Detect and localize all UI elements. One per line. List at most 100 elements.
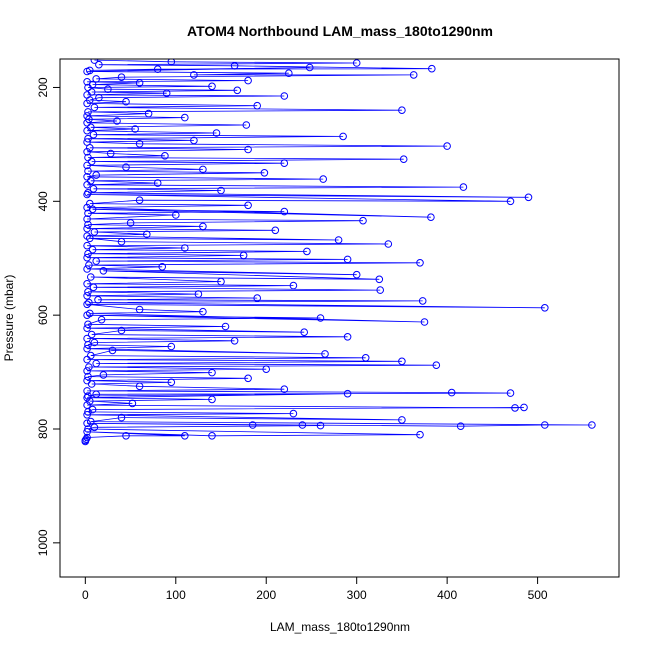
data-point — [126, 219, 135, 227]
data-point — [289, 281, 298, 290]
data-point — [153, 179, 162, 187]
data-point — [260, 169, 269, 177]
data-point — [83, 355, 91, 364]
data-point — [303, 247, 311, 256]
data-point — [84, 83, 92, 92]
data-point — [108, 346, 117, 355]
data-point — [298, 421, 307, 429]
data-point — [94, 296, 102, 304]
data-point — [181, 432, 189, 440]
data-point — [398, 106, 406, 114]
data-point — [447, 388, 456, 397]
data-point — [104, 85, 112, 93]
data-point — [83, 280, 91, 288]
data-point — [117, 413, 126, 422]
y-tick-label: 800 — [36, 419, 50, 439]
data-point — [128, 399, 137, 408]
data-point — [84, 341, 92, 349]
data-point — [162, 89, 171, 97]
data-point — [92, 257, 100, 265]
data-point — [87, 417, 95, 426]
data-point — [85, 115, 93, 124]
data-point — [92, 359, 100, 368]
data-point — [361, 354, 370, 362]
data-point — [399, 155, 408, 163]
data-point — [83, 224, 91, 233]
data-point — [135, 382, 144, 391]
data-point — [89, 185, 98, 193]
data-point — [83, 99, 91, 108]
data-point — [244, 145, 252, 154]
data-point — [88, 245, 97, 254]
data-point — [83, 324, 91, 333]
data-point — [280, 159, 289, 167]
data-point — [83, 203, 91, 212]
data-point — [86, 144, 94, 152]
data-point — [135, 305, 144, 314]
data-point — [217, 277, 225, 286]
y-axis: 200 400 600 800 1000 — [36, 77, 61, 556]
data-point — [520, 403, 528, 412]
y-tick-label: 1000 — [36, 529, 50, 556]
data-point — [242, 121, 251, 129]
data-point — [106, 149, 115, 158]
data-point — [239, 251, 248, 260]
data-point — [158, 263, 166, 271]
data-point — [83, 411, 91, 419]
data-point — [541, 421, 549, 429]
data-point — [90, 228, 99, 236]
data-point — [280, 207, 289, 216]
data-point — [84, 108, 92, 116]
data-point — [181, 113, 189, 122]
data-point — [97, 315, 106, 324]
data-point — [84, 189, 92, 197]
data-point — [339, 132, 347, 141]
data-point — [135, 79, 144, 87]
data-point — [208, 432, 216, 440]
data-point — [244, 374, 252, 383]
data-point — [352, 270, 361, 279]
data-point — [83, 292, 91, 300]
data-point — [343, 255, 352, 264]
data-point — [359, 216, 367, 225]
data-point — [343, 333, 352, 341]
data-point — [117, 237, 126, 246]
data-point — [199, 222, 207, 231]
data-point — [83, 428, 91, 436]
data-point — [89, 283, 98, 292]
y-tick-label: 200 — [36, 77, 50, 97]
data-point — [84, 209, 92, 218]
y-tick-label: 400 — [36, 191, 50, 211]
data-point — [416, 259, 424, 267]
data-point — [143, 230, 151, 239]
data-point — [85, 298, 93, 307]
data-point — [208, 368, 216, 377]
data-point — [161, 152, 169, 160]
data-point — [319, 175, 328, 183]
data-point — [92, 390, 100, 399]
data-point — [87, 330, 96, 339]
data-point — [511, 404, 519, 412]
data-point — [83, 181, 91, 189]
data-point — [117, 73, 126, 81]
data-point — [253, 294, 262, 302]
data-point — [305, 63, 314, 72]
data-point — [83, 344, 91, 353]
data-point — [84, 249, 92, 258]
data-point — [86, 397, 94, 405]
data-point — [92, 171, 100, 179]
data-point — [87, 157, 96, 166]
data-point — [524, 193, 533, 202]
data-point — [443, 142, 451, 150]
data-point — [87, 273, 95, 281]
data-point — [85, 261, 93, 269]
x-tick-label: 200 — [256, 588, 276, 602]
series-0 — [81, 59, 596, 446]
data-point — [230, 337, 239, 345]
data-point — [84, 392, 92, 400]
x-tick-label: 300 — [347, 588, 367, 602]
data-point — [85, 363, 93, 371]
data-point — [84, 167, 92, 175]
data-point — [244, 76, 252, 85]
